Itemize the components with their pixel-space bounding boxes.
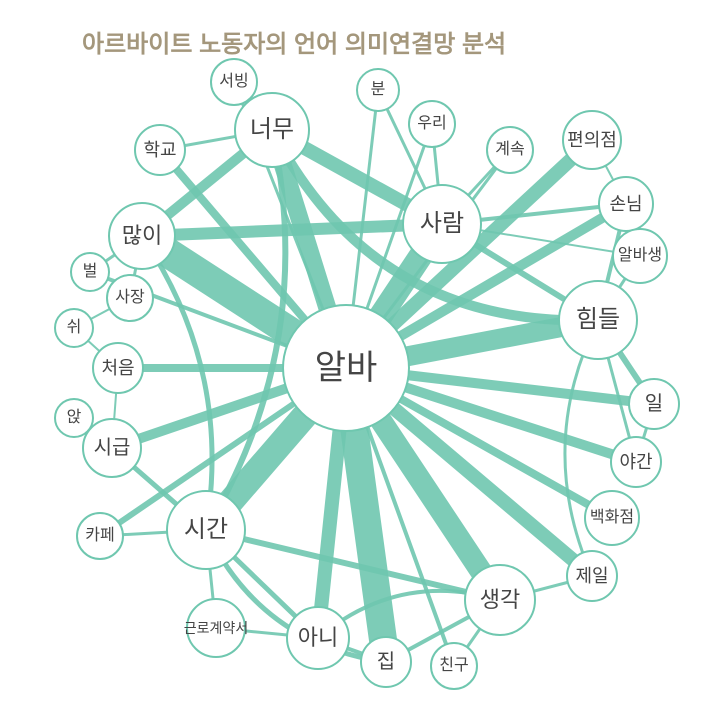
node-label: 우리 — [417, 116, 446, 132]
node-yagan: 야간 — [610, 436, 662, 488]
node-cheoeum: 처음 — [92, 342, 144, 394]
node-label: 계속 — [495, 142, 524, 158]
node-label: 아니 — [298, 627, 338, 649]
node-gyesok: 계속 — [486, 126, 534, 174]
node-saram: 사람 — [402, 184, 482, 264]
node-jib: 집 — [360, 636, 412, 688]
node-ani: 아니 — [286, 606, 350, 670]
node-label: 처음 — [101, 359, 134, 377]
node-label: 알바 — [315, 351, 378, 385]
node-label: 생각 — [480, 589, 520, 611]
node-uri: 우리 — [408, 100, 456, 148]
network-diagram: { "title": { "text": "아르바이트 노동자의 언어 의미연결… — [0, 0, 726, 723]
node-swi: 쉬 — [54, 308, 94, 348]
node-label: 집 — [377, 652, 395, 672]
node-sajang: 사장 — [106, 274, 154, 322]
node-label: 편의점 — [567, 131, 617, 149]
node-label: 너무 — [250, 118, 294, 142]
node-label: 힘들 — [576, 308, 620, 332]
node-label: 일 — [645, 394, 663, 414]
node-saenggak: 생각 — [464, 564, 536, 636]
node-chingu: 친구 — [430, 642, 478, 690]
node-label: 사람 — [420, 212, 464, 236]
node-jeil: 제일 — [566, 550, 618, 602]
node-mani: 많이 — [108, 202, 176, 270]
node-il: 일 — [628, 378, 680, 430]
node-baekhwa: 백화점 — [584, 490, 640, 546]
node-label: 학교 — [143, 141, 176, 159]
node-label: 쉬 — [67, 320, 82, 336]
node-anj: 앉 — [54, 398, 94, 438]
diagram-title: 아르바이트 노동자의 언어 의미연결망 분석 — [82, 24, 506, 59]
node-label: 제일 — [575, 567, 608, 585]
node-seobing: 서빙 — [210, 58, 258, 106]
node-label: 알바생 — [618, 248, 662, 264]
node-neomu: 너무 — [234, 92, 310, 168]
node-albasaeng: 알바생 — [612, 228, 668, 284]
node-geunro: 근로계약서 — [186, 598, 246, 658]
node-sonnim: 손님 — [598, 176, 654, 232]
node-hakgyo: 학교 — [134, 124, 186, 176]
node-label: 백화점 — [590, 510, 634, 526]
node-sigan: 시간 — [166, 490, 246, 570]
node-label: 시간 — [184, 518, 228, 542]
node-himdeul: 힘들 — [558, 280, 638, 360]
node-label: 카페 — [85, 528, 114, 544]
node-bun: 분 — [356, 68, 400, 112]
node-label: 손님 — [609, 195, 642, 213]
node-label: 친구 — [439, 658, 468, 674]
node-beol: 벌 — [70, 252, 110, 292]
node-label: 분 — [371, 82, 386, 98]
node-pyeonui: 편의점 — [562, 110, 622, 170]
node-label: 시급 — [94, 438, 131, 458]
node-label: 근로계약서 — [184, 621, 248, 635]
node-cafe: 카페 — [76, 512, 124, 560]
node-label: 많이 — [122, 225, 162, 247]
node-label: 벌 — [83, 264, 98, 280]
node-label: 앉 — [67, 410, 82, 426]
edge — [142, 224, 442, 236]
node-label: 서빙 — [219, 74, 248, 90]
node-label: 야간 — [619, 453, 652, 471]
node-alba: 알바 — [282, 304, 410, 432]
node-label: 사장 — [115, 290, 144, 306]
